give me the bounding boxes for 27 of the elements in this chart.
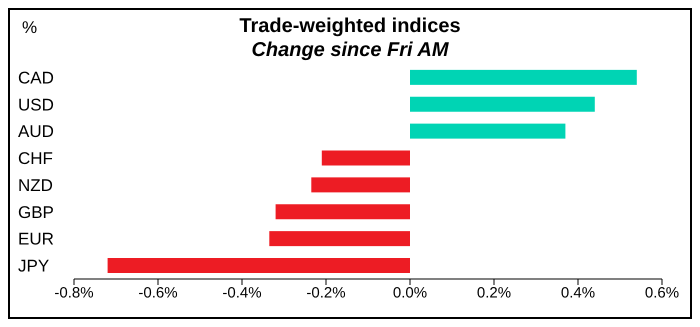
y-tick-label: CAD [18, 68, 54, 88]
x-tick-label: 0.4% [560, 284, 596, 302]
x-tick-label: -0.6% [138, 284, 178, 302]
chart-title: Trade-weighted indices [239, 15, 461, 37]
bar [311, 177, 410, 192]
x-tick-label: 0.0% [392, 284, 428, 302]
y-tick-label: EUR [18, 230, 54, 249]
y-tick-label: CHF [18, 149, 53, 168]
chart-subtitle: Change since Fri AM [250, 38, 450, 62]
bar [269, 231, 410, 246]
x-tick-label: -0.2% [306, 284, 346, 302]
bar [322, 150, 410, 166]
x-tick-label: -0.4% [222, 284, 262, 302]
y-tick-label: GBP [18, 202, 54, 222]
y-tick-label: USD [18, 95, 54, 114]
bar [276, 204, 410, 220]
bar [410, 124, 566, 139]
x-tick-label: 0.2% [476, 284, 512, 302]
bar [410, 96, 595, 112]
x-tick-label: 0.6% [644, 284, 680, 302]
y-tick-label: AUD [18, 122, 54, 142]
y-tick-label: JPY [18, 256, 50, 276]
y-tick-label: NZD [18, 176, 53, 195]
bar [108, 258, 410, 274]
bar [410, 70, 637, 85]
y-axis-title: % [22, 18, 38, 38]
x-tick-label: -0.8% [54, 284, 94, 302]
